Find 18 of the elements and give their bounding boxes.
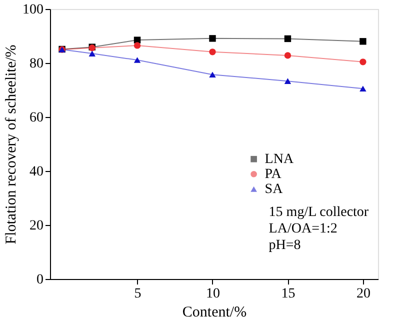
x-axis-title: Content/% <box>182 304 247 320</box>
annotation: LA/OA=1:2 <box>268 222 338 237</box>
x-tick-label: 20 <box>356 286 370 302</box>
y-tick-label: 60 <box>30 110 44 126</box>
annotation: 15 mg/L collector <box>268 205 369 220</box>
legend-label: LNA <box>264 152 294 168</box>
y-tick-label: 40 <box>30 164 44 180</box>
y-tick-label: 100 <box>22 2 44 18</box>
y-tick-label: 0 <box>36 272 44 288</box>
x-tick-label: 5 <box>134 286 142 302</box>
legend-label: PA <box>264 167 282 182</box>
annotation: pH=8 <box>268 238 301 254</box>
x-tick-label: 10 <box>206 286 220 302</box>
legend-label: SA <box>264 182 284 198</box>
y-axis-title: Flotation recovery of scheelite/% <box>4 44 20 244</box>
y-tick-label: 80 <box>30 56 44 72</box>
y-tick-label: 20 <box>30 218 44 234</box>
x-tick-label: 15 <box>281 286 296 302</box>
